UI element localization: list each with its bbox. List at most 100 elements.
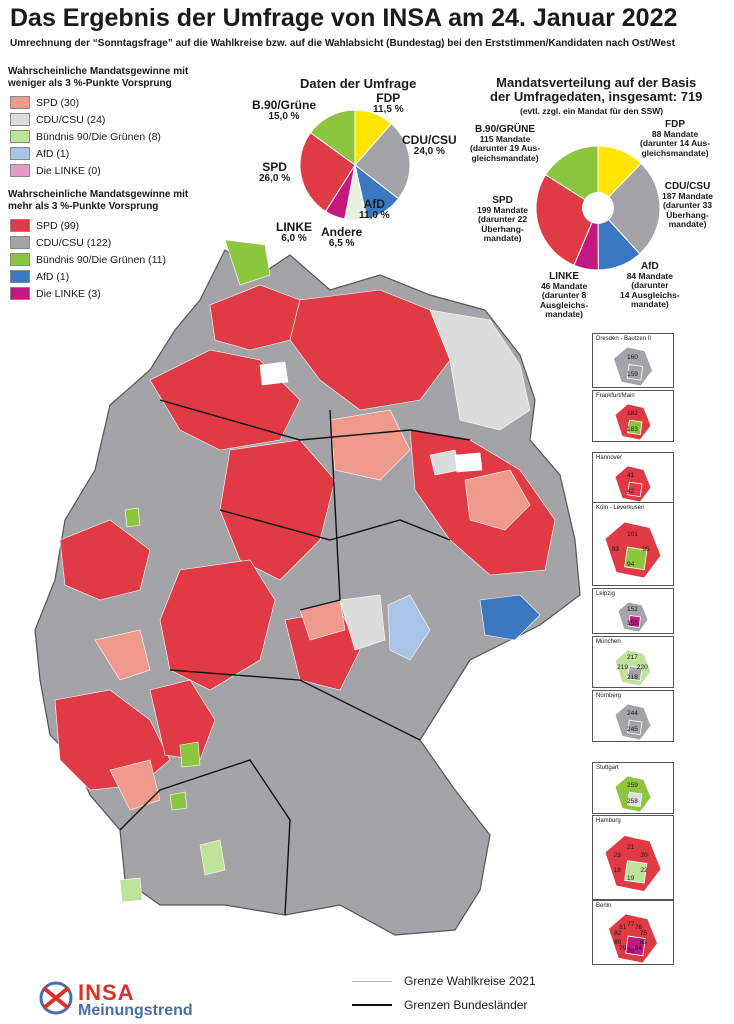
- pie2-label-cdu: CDU/CSU 187 Mandate (darunter 33 Überhang-m…: [662, 182, 713, 230]
- legend-label: CDU/CSU (122): [36, 236, 112, 249]
- legend-swatch: [10, 164, 30, 177]
- pie2-label-line: (darunter 22: [477, 214, 528, 224]
- inset-district-number: 220: [636, 664, 648, 671]
- constituency-region: [199, 839, 226, 876]
- legend-label: SPD (99): [36, 219, 80, 232]
- pie2-title-line1: Mandatsverteilung auf der Basis: [496, 75, 697, 90]
- pie2-label-line: (darunter 8: [541, 290, 587, 300]
- pie1-label-andere-value: 6,5 %: [328, 238, 355, 249]
- constituency-region: [289, 289, 451, 411]
- pie2-label-line: Überhang-: [481, 223, 524, 234]
- legend-swatch: [10, 130, 30, 143]
- inset-map: [617, 601, 649, 633]
- state-border: [219, 509, 451, 541]
- pie1-label-gruene-value: 15,0 %: [268, 111, 300, 122]
- inset-district-number: 93: [611, 546, 619, 553]
- pie-slice-spd: [536, 174, 599, 266]
- legend-label: AfD (1): [36, 270, 70, 283]
- pie2-label-line: 187 Mandate: [662, 190, 714, 201]
- legend-label: Die LINKE (3): [36, 287, 101, 300]
- pie2-label-line: 14 Ausgleichs-: [620, 289, 680, 300]
- pie2-label-line: 84 Mandate: [626, 270, 673, 281]
- inset-district-number: 76: [634, 923, 643, 931]
- inset-district-number: 245: [627, 726, 638, 734]
- legend-item: CDU/CSU (122): [10, 234, 208, 251]
- pie1-label-afd-name: AfD: [363, 197, 385, 211]
- constituency-region: [454, 452, 483, 473]
- inset-district-number: 94: [627, 561, 635, 569]
- inset-map: [614, 649, 652, 687]
- state-border: [299, 409, 341, 611]
- pie2-label-gruene: B.90/GRÜNE 115 Mandate (darunter 19 Aus-gl…: [470, 125, 540, 163]
- inset-region: [628, 615, 641, 628]
- pie2-label-line: 46 Mandate: [540, 280, 588, 291]
- inset-map: [614, 403, 652, 441]
- pie2-label-line: mandate): [545, 309, 583, 319]
- pie1-label-fdp-name: FDP: [376, 91, 401, 105]
- inset-district-number: 77: [627, 921, 635, 929]
- state-border: [169, 669, 421, 741]
- inset-map: [614, 703, 652, 741]
- inset-district-number: 159: [627, 371, 638, 379]
- pie2-label-name: LINKE: [549, 271, 580, 282]
- legend-swatch: [10, 96, 30, 109]
- inset-name: Stuttgart: [596, 765, 619, 771]
- pie2-label-line: Überhang-: [666, 209, 709, 220]
- inset-m-nchen: München 217 220 218 219: [592, 636, 674, 688]
- pie1-label-afd: AfD 11,0 %: [359, 197, 390, 221]
- pie1-label-cdu: CDU/CSU 24,0 %: [402, 134, 457, 157]
- inset-district-number: 81: [619, 923, 627, 931]
- pie2-label-name: CDU/CSU: [664, 181, 711, 192]
- pie2-label-line: (darunter 33: [662, 200, 713, 210]
- inset-district-number: 18: [613, 867, 621, 875]
- pie1-label-spd-value: 26,0 %: [259, 173, 291, 184]
- pie1-label-gruene: B.90/Grüne 15,0 %: [252, 99, 316, 122]
- inset-name: Hamburg: [596, 818, 621, 824]
- pie1-label-fdp-value: 11,5 %: [373, 104, 404, 115]
- pie-slice-cdu-csu: [597, 162, 660, 255]
- inset-berlin: Berlin 77 76 75 83 84 78 79 80 82 81: [592, 900, 674, 965]
- inset-district-number: 153: [627, 619, 638, 627]
- legend-strong-heading: Wahrscheinliche Mandatsgewinne mit mehr …: [8, 189, 208, 213]
- inset-name: Leipzig: [596, 591, 616, 597]
- inset-map: [614, 775, 652, 813]
- constituency-region: [119, 877, 143, 903]
- inset-name: Berlin: [596, 903, 612, 909]
- legend-strong: Wahrscheinliche Mandatsgewinne mit mehr …: [8, 189, 208, 302]
- page-subtitle: Umrechnung der “Sonntagsfrage” auf die W…: [10, 38, 675, 49]
- inset-region: [627, 665, 643, 682]
- pie-slice-b-90-gr-ne: [544, 146, 599, 209]
- inset-region: [624, 546, 648, 571]
- inset-district-number: 244: [627, 709, 638, 717]
- pie2-label-name: FDP: [665, 119, 686, 130]
- inset-leipzig: Leipzig 152 153: [592, 588, 674, 634]
- page-title: Das Ergebnis der Umfrage von INSA am 24.…: [10, 4, 678, 32]
- inset-district-number: 95: [642, 546, 650, 553]
- inset-region: [626, 364, 644, 381]
- inset-district-number: 217: [627, 654, 638, 662]
- legend-label: Die LINKE (0): [36, 164, 101, 177]
- constituency-region: [329, 409, 411, 481]
- seat-distribution-pie-chart: [536, 146, 660, 270]
- inset-map: [614, 465, 652, 503]
- inset-district-number: 21: [627, 844, 635, 852]
- pie2-label-line: (darunter 19 Aus-: [470, 143, 541, 153]
- legend-item: SPD (99): [10, 217, 208, 234]
- pie1-label-afd-value: 11,0 %: [359, 210, 390, 221]
- pie1-label-spd-name: SPD: [262, 160, 287, 174]
- constituency-region: [219, 439, 336, 581]
- legend-label: CDU/CSU (24): [36, 113, 106, 126]
- inset-district-number: 258: [627, 798, 638, 806]
- legend-label: AfD (1): [36, 147, 70, 160]
- pie-slice-cdu-csu: [354, 123, 410, 200]
- pie1-title: Daten der Umfrage: [300, 76, 417, 91]
- inset-district-number: 82: [614, 930, 622, 938]
- inset-district-number: 19: [627, 874, 635, 882]
- legend-item: Bündnis 90/Die Grünen (8): [10, 128, 208, 145]
- state-border: [119, 759, 291, 916]
- pie-slice-b-90-gr-ne: [309, 110, 356, 166]
- pie1-label-fdp: FDP 11,5 %: [373, 91, 404, 115]
- pie1-label-linke-value: 6,0 %: [281, 233, 307, 244]
- legend-strong-heading-line1: Wahrscheinliche Mandatsgewinne mit: [8, 189, 189, 200]
- legend-item: AfD (1): [10, 145, 208, 162]
